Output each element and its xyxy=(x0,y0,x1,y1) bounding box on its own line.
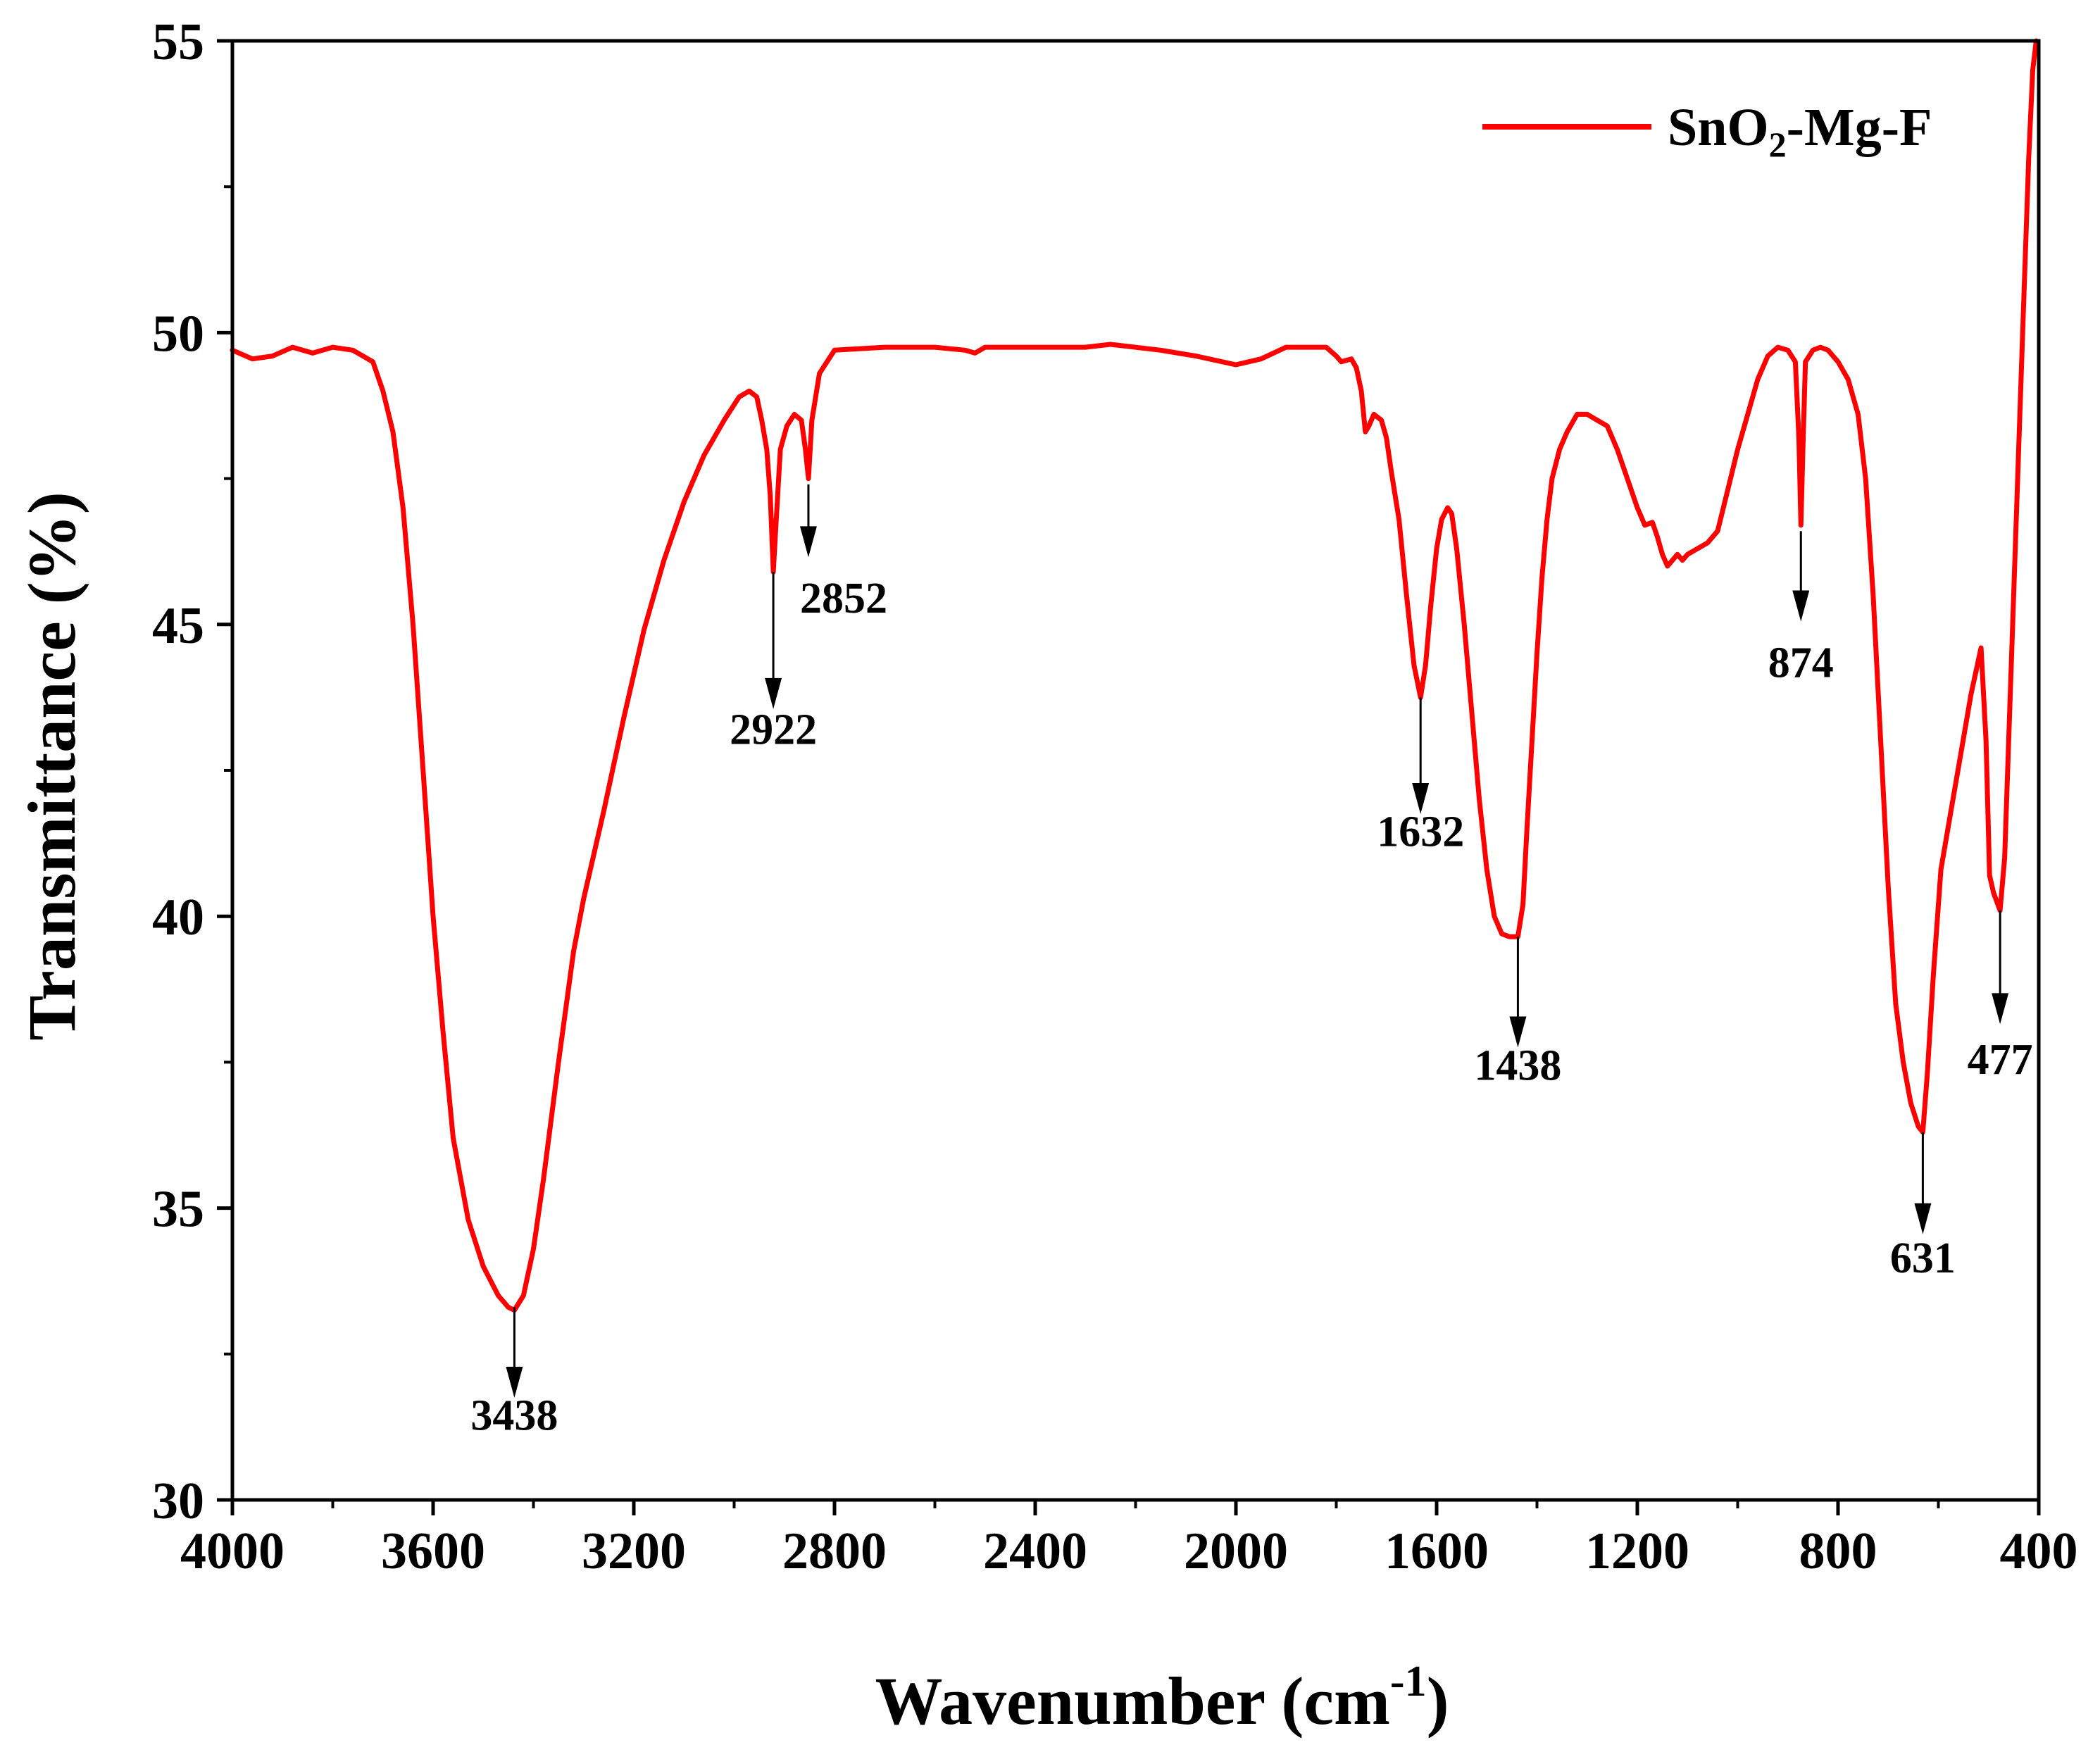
peak-annotation-1438: 1438 xyxy=(1474,937,1561,1089)
x-tick-label: 3600 xyxy=(381,1522,485,1580)
legend: SnO2-Mg-F xyxy=(1482,98,1932,164)
x-tick-label: 2000 xyxy=(1184,1522,1288,1580)
annotation-arrowhead xyxy=(1992,993,2009,1025)
y-tick-label: 35 xyxy=(152,1181,204,1239)
annotation-label: 631 xyxy=(1890,1234,1956,1282)
annotation-label: 1438 xyxy=(1474,1041,1561,1089)
annotation-label: 2922 xyxy=(730,706,817,754)
legend-label: SnO2-Mg-F xyxy=(1668,98,1932,164)
x-axis-title-superscript: -1 xyxy=(1390,1658,1427,1706)
annotation-arrowhead xyxy=(799,526,817,558)
x-axis-title: Wavenumber (cm-1) xyxy=(875,1658,1449,1739)
annotation-label: 477 xyxy=(1968,1036,2033,1084)
y-axis-title: Transmittance (%) xyxy=(14,492,89,1040)
peak-annotation-3438: 3438 xyxy=(470,1307,558,1440)
x-tick-label: 1600 xyxy=(1385,1522,1489,1580)
x-tick-label: 800 xyxy=(1799,1522,1877,1580)
x-axis-title-main: Wavenumber (cm xyxy=(875,1663,1389,1739)
annotation-arrowhead xyxy=(506,1366,523,1398)
annotation-label: 3438 xyxy=(470,1392,558,1440)
annotation-arrowhead xyxy=(765,677,782,709)
peak-annotation-2922: 2922 xyxy=(730,572,817,754)
x-tick-label: 4000 xyxy=(180,1522,285,1580)
legend-label-subscript: 2 xyxy=(1769,125,1787,164)
x-tick-label: 2800 xyxy=(782,1522,887,1580)
peak-annotation-631: 631 xyxy=(1890,1132,1956,1282)
x-axis-title-end: ) xyxy=(1427,1663,1449,1739)
annotation-label: 1632 xyxy=(1377,808,1464,856)
x-tick-label: 400 xyxy=(2000,1522,2078,1580)
y-tick-label: 40 xyxy=(152,889,204,946)
y-axis-ticks: 30 35 40 45 50 55 xyxy=(152,13,232,1530)
x-tick-label: 3200 xyxy=(582,1522,686,1580)
annotation-arrowhead xyxy=(1509,1016,1527,1048)
legend-label-end: -Mg-F xyxy=(1787,98,1932,157)
annotation-label: 2852 xyxy=(800,575,887,622)
y-tick-label: 50 xyxy=(152,305,204,363)
annotation-arrowhead xyxy=(1412,783,1430,815)
annotation-arrowhead xyxy=(1792,590,1810,622)
peak-annotation-2852: 2852 xyxy=(799,484,887,622)
x-tick-label: 2400 xyxy=(983,1522,1087,1580)
peak-annotation-477: 477 xyxy=(1968,910,2033,1084)
y-tick-label: 45 xyxy=(152,597,204,655)
peak-annotation-1632: 1632 xyxy=(1377,697,1464,856)
peak-annotation-874: 874 xyxy=(1768,531,1834,687)
x-tick-label: 1200 xyxy=(1585,1522,1689,1580)
y-tick-label: 30 xyxy=(152,1472,204,1530)
legend-label-main: SnO xyxy=(1668,98,1769,157)
x-axis-ticks: 4000 3600 3200 2800 2400 2000 1600 1200 800 400 xyxy=(180,1500,2078,1580)
annotation-arrowhead xyxy=(1914,1203,1932,1234)
annotation-label: 874 xyxy=(1768,639,1834,687)
y-tick-label: 55 xyxy=(152,13,204,71)
peak-annotations: 3438 2922 2852 1632 1438 874 631 477 xyxy=(470,484,2033,1440)
series-line-sno2-mg-f xyxy=(230,38,2039,1313)
